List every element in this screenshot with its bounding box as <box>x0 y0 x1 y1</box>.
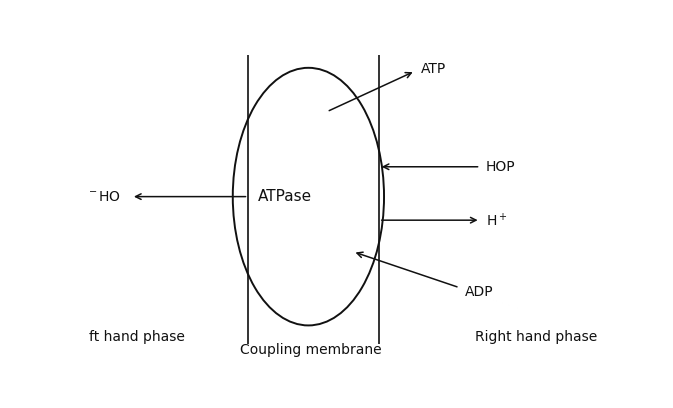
Text: Coupling membrane: Coupling membrane <box>240 343 382 357</box>
Text: Right hand phase: Right hand phase <box>475 330 598 344</box>
Text: HOP: HOP <box>486 160 516 174</box>
Text: ATP: ATP <box>421 62 446 76</box>
Text: ADP: ADP <box>465 286 493 299</box>
Text: ATPase: ATPase <box>258 189 312 204</box>
Text: H$^+$: H$^+$ <box>486 211 507 229</box>
Text: $^-$HO: $^-$HO <box>85 190 120 204</box>
Text: ft hand phase: ft hand phase <box>90 330 185 344</box>
